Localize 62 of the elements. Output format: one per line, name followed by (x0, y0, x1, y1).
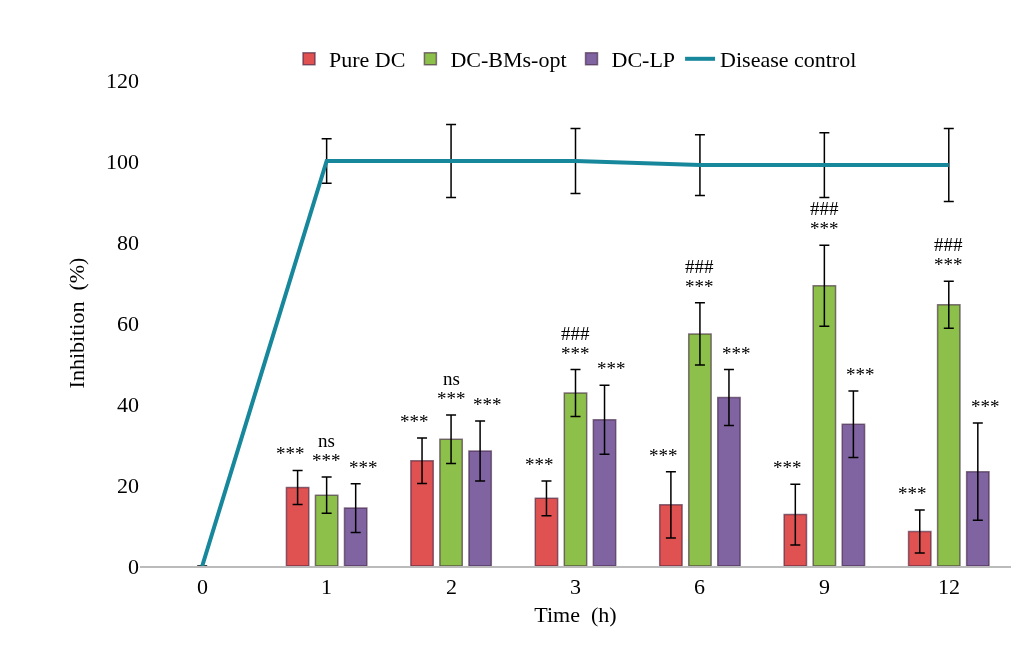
annotation: *** (473, 394, 502, 415)
y-tick-label: 20 (117, 472, 139, 498)
bar (410, 459, 434, 566)
annotation: ns (318, 430, 335, 451)
annotation: *** (971, 396, 1000, 417)
annotation: *** (898, 483, 927, 504)
y-tick-label: 0 (128, 553, 139, 579)
x-tick-label: 9 (819, 574, 830, 599)
annotation: ### (934, 234, 963, 255)
bar (534, 497, 559, 566)
annotation: *** (312, 450, 341, 471)
x-tick-label: 0 (197, 574, 208, 599)
annotation: *** (773, 457, 802, 478)
annotation: *** (685, 276, 714, 297)
annotation: *** (276, 443, 305, 464)
annotation: *** (525, 454, 554, 475)
annotation: ns (443, 368, 460, 389)
bar (285, 486, 310, 566)
x-axis-title: Time (h) (534, 602, 617, 628)
annotation: *** (349, 457, 378, 478)
bar (965, 470, 990, 566)
legend-label: Disease control (720, 47, 857, 73)
annotation: *** (649, 445, 678, 466)
bar (812, 284, 837, 566)
bar (783, 513, 808, 566)
bar (563, 392, 588, 566)
bar (907, 530, 932, 566)
annotation: *** (722, 343, 751, 364)
legend-label: Pure DC (329, 47, 406, 73)
x-tick-label: 12 (938, 574, 960, 599)
legend-label: DC-BMs-opt (450, 47, 567, 73)
legend-label: DC-LP (611, 47, 676, 73)
annotation: ### (685, 256, 714, 277)
y-tick-label: 80 (117, 229, 139, 255)
annotation: *** (437, 388, 466, 409)
annotation: ### (810, 198, 839, 219)
annotation: *** (846, 364, 875, 385)
bar (717, 396, 741, 566)
y-tick-label: 60 (117, 310, 139, 336)
bar (468, 450, 493, 566)
annotation: ### (561, 323, 590, 344)
bar (314, 494, 339, 566)
y-tick-label: 100 (106, 148, 139, 174)
y-axis-title: Inhibition (%) (63, 257, 89, 389)
x-tick-label: 3 (570, 574, 581, 599)
bar (658, 504, 683, 566)
annotation: *** (561, 343, 590, 364)
y-tick-label: 120 (106, 67, 139, 93)
bar (687, 333, 712, 566)
x-tick-label: 6 (694, 574, 705, 599)
x-tick-label: 2 (446, 574, 457, 599)
annotation: *** (597, 358, 626, 379)
bar (439, 438, 464, 566)
annotation: *** (400, 411, 429, 432)
annotation: *** (810, 218, 839, 239)
x-tick-label: 1 (321, 574, 332, 599)
annotation: *** (934, 254, 963, 275)
bar (841, 423, 866, 566)
bar (592, 419, 617, 566)
bar (343, 507, 368, 566)
y-tick-label: 40 (117, 391, 139, 417)
bar (936, 304, 961, 566)
